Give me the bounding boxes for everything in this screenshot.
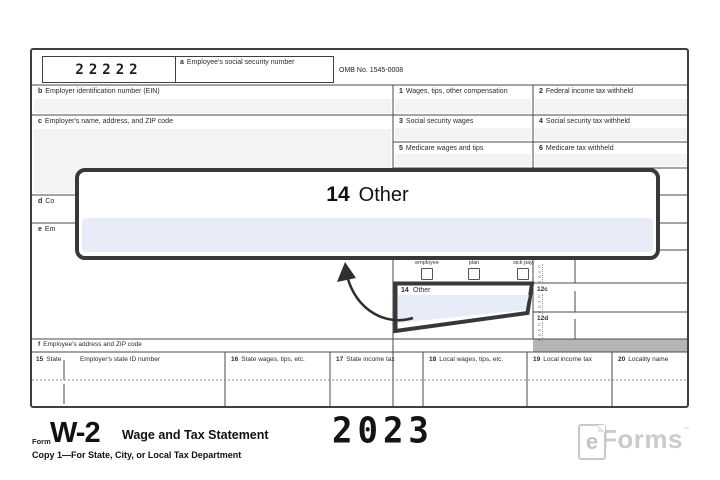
- box6-medicare-tax-field[interactable]: [535, 154, 687, 166]
- retirement-plan-checkbox[interactable]: [468, 268, 480, 280]
- third-party-sick-pay-checkbox[interactable]: [517, 268, 529, 280]
- ssn-field[interactable]: a Employee's social security number: [175, 56, 334, 83]
- copy-designation: Copy 1—For State, City, or Local Tax Dep…: [32, 450, 242, 460]
- logo-word: Forms: [601, 424, 683, 454]
- omb-number: OMB No. 1545-0008: [339, 67, 404, 74]
- box14-number: 14: [401, 287, 409, 294]
- box-f-label: f Employee's address and ZIP code: [38, 341, 142, 348]
- callout-input-field[interactable]: [82, 218, 653, 252]
- box-e-label: e Em: [38, 226, 56, 233]
- box14-word: Other: [413, 287, 431, 294]
- retirement-label-line2: plan: [468, 260, 480, 266]
- statutory-employee-checkbox[interactable]: [421, 268, 433, 280]
- box-15-id-label: Employer's state ID number: [80, 356, 160, 363]
- box-3-label: 3 Social security wages: [399, 118, 474, 125]
- callout-box-word: Other: [358, 183, 409, 206]
- box-19-label: 19 Local income tax: [533, 356, 593, 363]
- box-15-label: 15 State: [36, 356, 62, 363]
- box14-magnified-callout: 14 Other: [75, 168, 660, 260]
- statutory-label-line2: employee: [415, 260, 439, 266]
- callout-title: 14 Other: [79, 178, 656, 212]
- box-17-label: 17 State income tax: [336, 356, 395, 363]
- box-20-label: 20 Locality name: [618, 356, 669, 363]
- box-c-label: c Employer's name, address, and ZIP code: [38, 118, 173, 125]
- tax-year: 2023: [332, 410, 434, 452]
- sickpay-label-line2: sick pay: [513, 260, 533, 266]
- ein-field[interactable]: [34, 99, 391, 113]
- box-d-label: d Co: [38, 198, 55, 205]
- box2-federal-tax-field[interactable]: [535, 99, 687, 113]
- box5-medicare-wages-field[interactable]: [395, 154, 531, 166]
- box1-wages-field[interactable]: [395, 99, 531, 113]
- box-2-label: 2 Federal income tax withheld: [539, 88, 634, 95]
- trademark-symbol: ™: [682, 427, 689, 433]
- box-18-label: 18 Local wages, tips, etc.: [429, 356, 504, 363]
- box-12d-code-label: Code: [537, 322, 543, 342]
- form-word: Form: [32, 437, 51, 446]
- callout-box-number: 14: [326, 183, 350, 206]
- box-a-label: a Employee's social security number: [180, 59, 295, 66]
- box-6-label: 6 Medicare tax withheld: [539, 145, 614, 152]
- callout-pointer-arrow: [337, 262, 414, 322]
- box3-ss-wages-field[interactable]: [395, 128, 531, 140]
- box-12d-label: 12d: [537, 315, 549, 322]
- document-icon: e: [578, 424, 606, 460]
- shaded-bar: [533, 339, 687, 352]
- box-5-label: 5 Medicare wages and tips: [399, 145, 484, 152]
- w2-form: 22222 a Employee's social security number…: [30, 48, 689, 408]
- form-title: Wage and Tax Statement: [122, 428, 269, 442]
- box-12c-code-label: Code: [537, 294, 543, 314]
- eforms-logo: e Forms ™: [578, 424, 689, 460]
- box-b-label: b Employer identification number (EIN): [38, 88, 160, 95]
- box4-ss-tax-field[interactable]: [535, 128, 687, 140]
- control-number-box: 22222: [42, 56, 176, 83]
- box-4-label: 4 Social security tax withheld: [539, 118, 630, 125]
- logo-e: e: [585, 429, 599, 454]
- box-12b-code-label: Code: [537, 264, 543, 284]
- box-12c-label: 12c: [537, 286, 548, 293]
- box14-input-area[interactable]: [398, 295, 529, 323]
- box-16-label: 16 State wages, tips, etc.: [231, 356, 305, 363]
- box-1-label: 1 Wages, tips, other compensation: [399, 88, 508, 95]
- box14-highlighted-snippet[interactable]: 14 Other: [393, 281, 535, 335]
- form-number: W-2: [50, 417, 101, 449]
